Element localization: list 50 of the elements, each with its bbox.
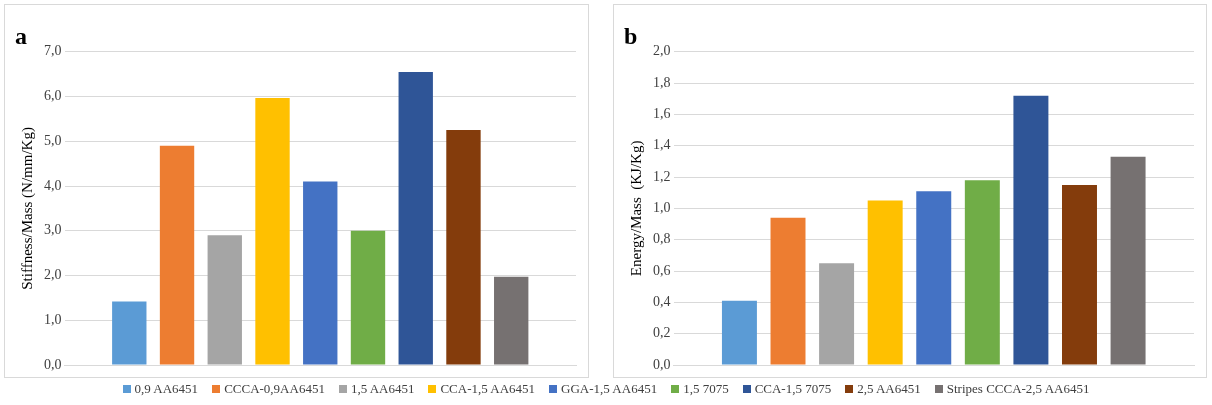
bar bbox=[350, 230, 386, 365]
bar bbox=[494, 276, 529, 365]
bar bbox=[819, 263, 855, 365]
y-tick-label: 4,0 bbox=[44, 177, 62, 193]
y-tick-label: 2,0 bbox=[653, 43, 671, 59]
bar bbox=[207, 235, 242, 365]
y-tick-label: 1,0 bbox=[44, 311, 62, 327]
bar bbox=[721, 300, 757, 365]
bar bbox=[159, 145, 195, 365]
bar bbox=[916, 191, 952, 365]
y-tick-label: 2,0 bbox=[44, 267, 62, 283]
bar bbox=[255, 97, 290, 365]
y-tick-label: 0,4 bbox=[653, 294, 671, 310]
y-axis-title: Stiffness/Mass (N/mm/Kg) bbox=[18, 127, 36, 290]
bar bbox=[303, 181, 338, 365]
y-tick-label: 1,8 bbox=[653, 74, 671, 90]
bar bbox=[1013, 95, 1049, 365]
legend-label: 2,5 AA6451 bbox=[857, 381, 921, 397]
bar bbox=[964, 180, 1000, 365]
y-tick-label: 5,0 bbox=[44, 132, 62, 148]
y-tick-label: 0,0 bbox=[653, 356, 671, 372]
y-axis-title: Energy/Mass (KJ/Kg) bbox=[627, 140, 645, 277]
y-tick-label: 0,0 bbox=[44, 356, 62, 372]
bar bbox=[112, 301, 147, 365]
bar bbox=[1110, 156, 1146, 365]
legend-label: 0,9 AA6451 bbox=[134, 381, 199, 397]
bar bbox=[398, 71, 433, 365]
y-tick-label: 3,0 bbox=[44, 222, 62, 238]
legend-label: CCA-1,5 7075 bbox=[754, 381, 832, 397]
legend-label: 1,5 AA6451 bbox=[350, 381, 415, 397]
y-tick-label: 1,6 bbox=[653, 106, 671, 122]
y-tick-label: 6,0 bbox=[44, 88, 62, 104]
bar bbox=[1062, 184, 1097, 365]
legend-label: CCCA-0,9AA6451 bbox=[224, 381, 325, 397]
y-tick-label: 1,4 bbox=[653, 137, 671, 153]
y-tick-label: 1,2 bbox=[653, 168, 671, 184]
chart-title: b bbox=[624, 22, 638, 49]
y-tick-label: 0,8 bbox=[653, 231, 671, 247]
y-tick-label: 7,0 bbox=[44, 43, 62, 59]
legend-label: GGA-1,5 AA6451 bbox=[561, 381, 658, 397]
y-tick-label: 0,6 bbox=[653, 262, 671, 278]
bar bbox=[446, 130, 481, 365]
legend-label: 1,5 7075 bbox=[683, 381, 729, 397]
bar bbox=[770, 217, 806, 365]
legend-label: Stripes CCCA-2,5 AA6451 bbox=[946, 381, 1090, 397]
legend-label: CCA-1,5 AA6451 bbox=[440, 381, 536, 397]
chart-title: a bbox=[15, 22, 27, 49]
y-tick-label: 1,0 bbox=[653, 200, 671, 216]
y-tick-label: 0,2 bbox=[653, 325, 671, 341]
bar bbox=[867, 200, 903, 365]
